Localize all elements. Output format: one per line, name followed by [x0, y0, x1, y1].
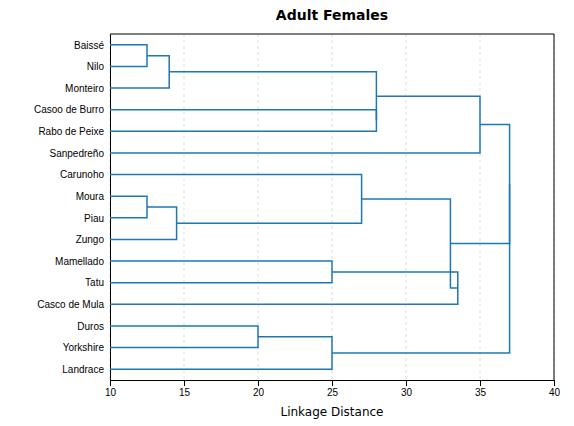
- frame: [554, 34, 555, 380]
- x-tick-label: 15: [179, 387, 191, 398]
- merge-link: [110, 207, 177, 239]
- y-tick-label: Piau: [84, 213, 104, 224]
- y-axis-line: [110, 35, 111, 381]
- grid-line: [110, 34, 111, 380]
- merge-link: [110, 196, 147, 218]
- merge-link: [110, 56, 169, 88]
- merge-link: [110, 45, 147, 67]
- y-tick: Piau: [84, 213, 110, 224]
- y-tick: Baissé: [74, 40, 110, 51]
- y-tick: Casoo de Burro: [34, 104, 110, 115]
- y-tick-label: Zungo: [76, 234, 105, 245]
- x-axis-line: [111, 381, 555, 387]
- x-tick-label: 30: [401, 387, 413, 398]
- merge-link: [110, 326, 258, 348]
- y-tick-label: Landrace: [62, 364, 104, 375]
- merge-link: [332, 184, 510, 353]
- x-tick-label: 10: [105, 387, 117, 398]
- grid-line: [332, 34, 333, 380]
- merge-link: [110, 96, 480, 153]
- x-axis: 10 15 20 25 30 35 40: [105, 380, 561, 398]
- y-tick: Moura: [76, 191, 110, 202]
- x-tick: 40: [549, 380, 561, 398]
- x-tick: 35: [475, 380, 487, 398]
- y-tick: Monteiro: [65, 83, 110, 94]
- x-tick: 25: [327, 380, 339, 398]
- x-tick: 15: [179, 380, 191, 398]
- x-tick: 20: [253, 380, 265, 398]
- x-tick: 10: [105, 380, 117, 398]
- x-axis-title: Linkage Distance: [280, 405, 383, 419]
- y-tick-label: Tatu: [85, 277, 104, 288]
- y-tick: Sanpedreño: [50, 148, 111, 159]
- plot-area: 10 15 20 25 30 35 40 Baissé Nilo Monteiro Casoo de…: [34, 34, 561, 398]
- links: [110, 45, 510, 369]
- title: Adult Females: [276, 7, 388, 23]
- y-tick-label: Monteiro: [65, 83, 104, 94]
- y-axis: Baissé Nilo Monteiro Casoo de Burro Rabo de …: [34, 35, 111, 381]
- y-tick-label: Moura: [76, 191, 105, 202]
- grid: [110, 34, 554, 380]
- x-tick-mark: [554, 380, 555, 386]
- merge-link: [110, 272, 458, 304]
- y-tick-label: Yorkshire: [63, 342, 105, 353]
- y-tick-label: Casco de Mula: [37, 299, 104, 310]
- merge-link: [169, 72, 376, 121]
- y-tick-label: Mamellado: [55, 256, 104, 267]
- y-tick: Tatu: [85, 277, 110, 288]
- merge-link: [110, 261, 332, 283]
- y-tick: Mamellado: [55, 256, 110, 267]
- y-tick: Nilo: [87, 61, 110, 72]
- y-tick: Duros: [77, 321, 110, 332]
- x-tick-label: 25: [327, 387, 339, 398]
- grid-line: [406, 34, 407, 380]
- y-tick: Zungo: [76, 234, 110, 245]
- y-tick: Landrace: [62, 364, 110, 375]
- x-tick: 30: [401, 380, 413, 398]
- merge-link: [450, 125, 509, 244]
- chart: 10 15 20 25 30 35 40 Baissé Nilo Monteiro Casoo de…: [0, 0, 574, 426]
- y-tick-label: Casoo de Burro: [34, 104, 104, 115]
- y-tick: Rabo de Peixe: [38, 126, 110, 137]
- x-tick-mark: [480, 380, 481, 386]
- frame: [110, 34, 554, 35]
- grid-line: [554, 34, 555, 380]
- x-tick-mark: [332, 380, 333, 386]
- y-tick-label: Carunoho: [60, 169, 104, 180]
- merge-link: [110, 175, 362, 224]
- x-tick-label: 35: [475, 387, 487, 398]
- y-tick-label: Duros: [77, 321, 104, 332]
- y-tick-label: Rabo de Peixe: [38, 126, 104, 137]
- x-tick-label: 40: [549, 387, 561, 398]
- merge-link: [110, 337, 332, 369]
- x-tick-mark: [406, 380, 407, 386]
- grid-line: [480, 34, 481, 380]
- x-tick-mark: [258, 380, 259, 386]
- x-tick-label: 20: [253, 387, 265, 398]
- x-tick-mark: [110, 380, 111, 386]
- y-tick-label: Nilo: [87, 61, 105, 72]
- y-tick: Casco de Mula: [37, 299, 110, 310]
- grid-line: [184, 34, 185, 380]
- y-tick: Carunoho: [60, 169, 110, 180]
- y-tick-label: Sanpedreño: [50, 148, 105, 159]
- y-tick: Yorkshire: [63, 342, 110, 353]
- merge-link: [362, 199, 458, 288]
- y-tick-label: Baissé: [74, 40, 104, 51]
- x-tick-mark: [184, 380, 185, 386]
- merge-link: [110, 110, 376, 132]
